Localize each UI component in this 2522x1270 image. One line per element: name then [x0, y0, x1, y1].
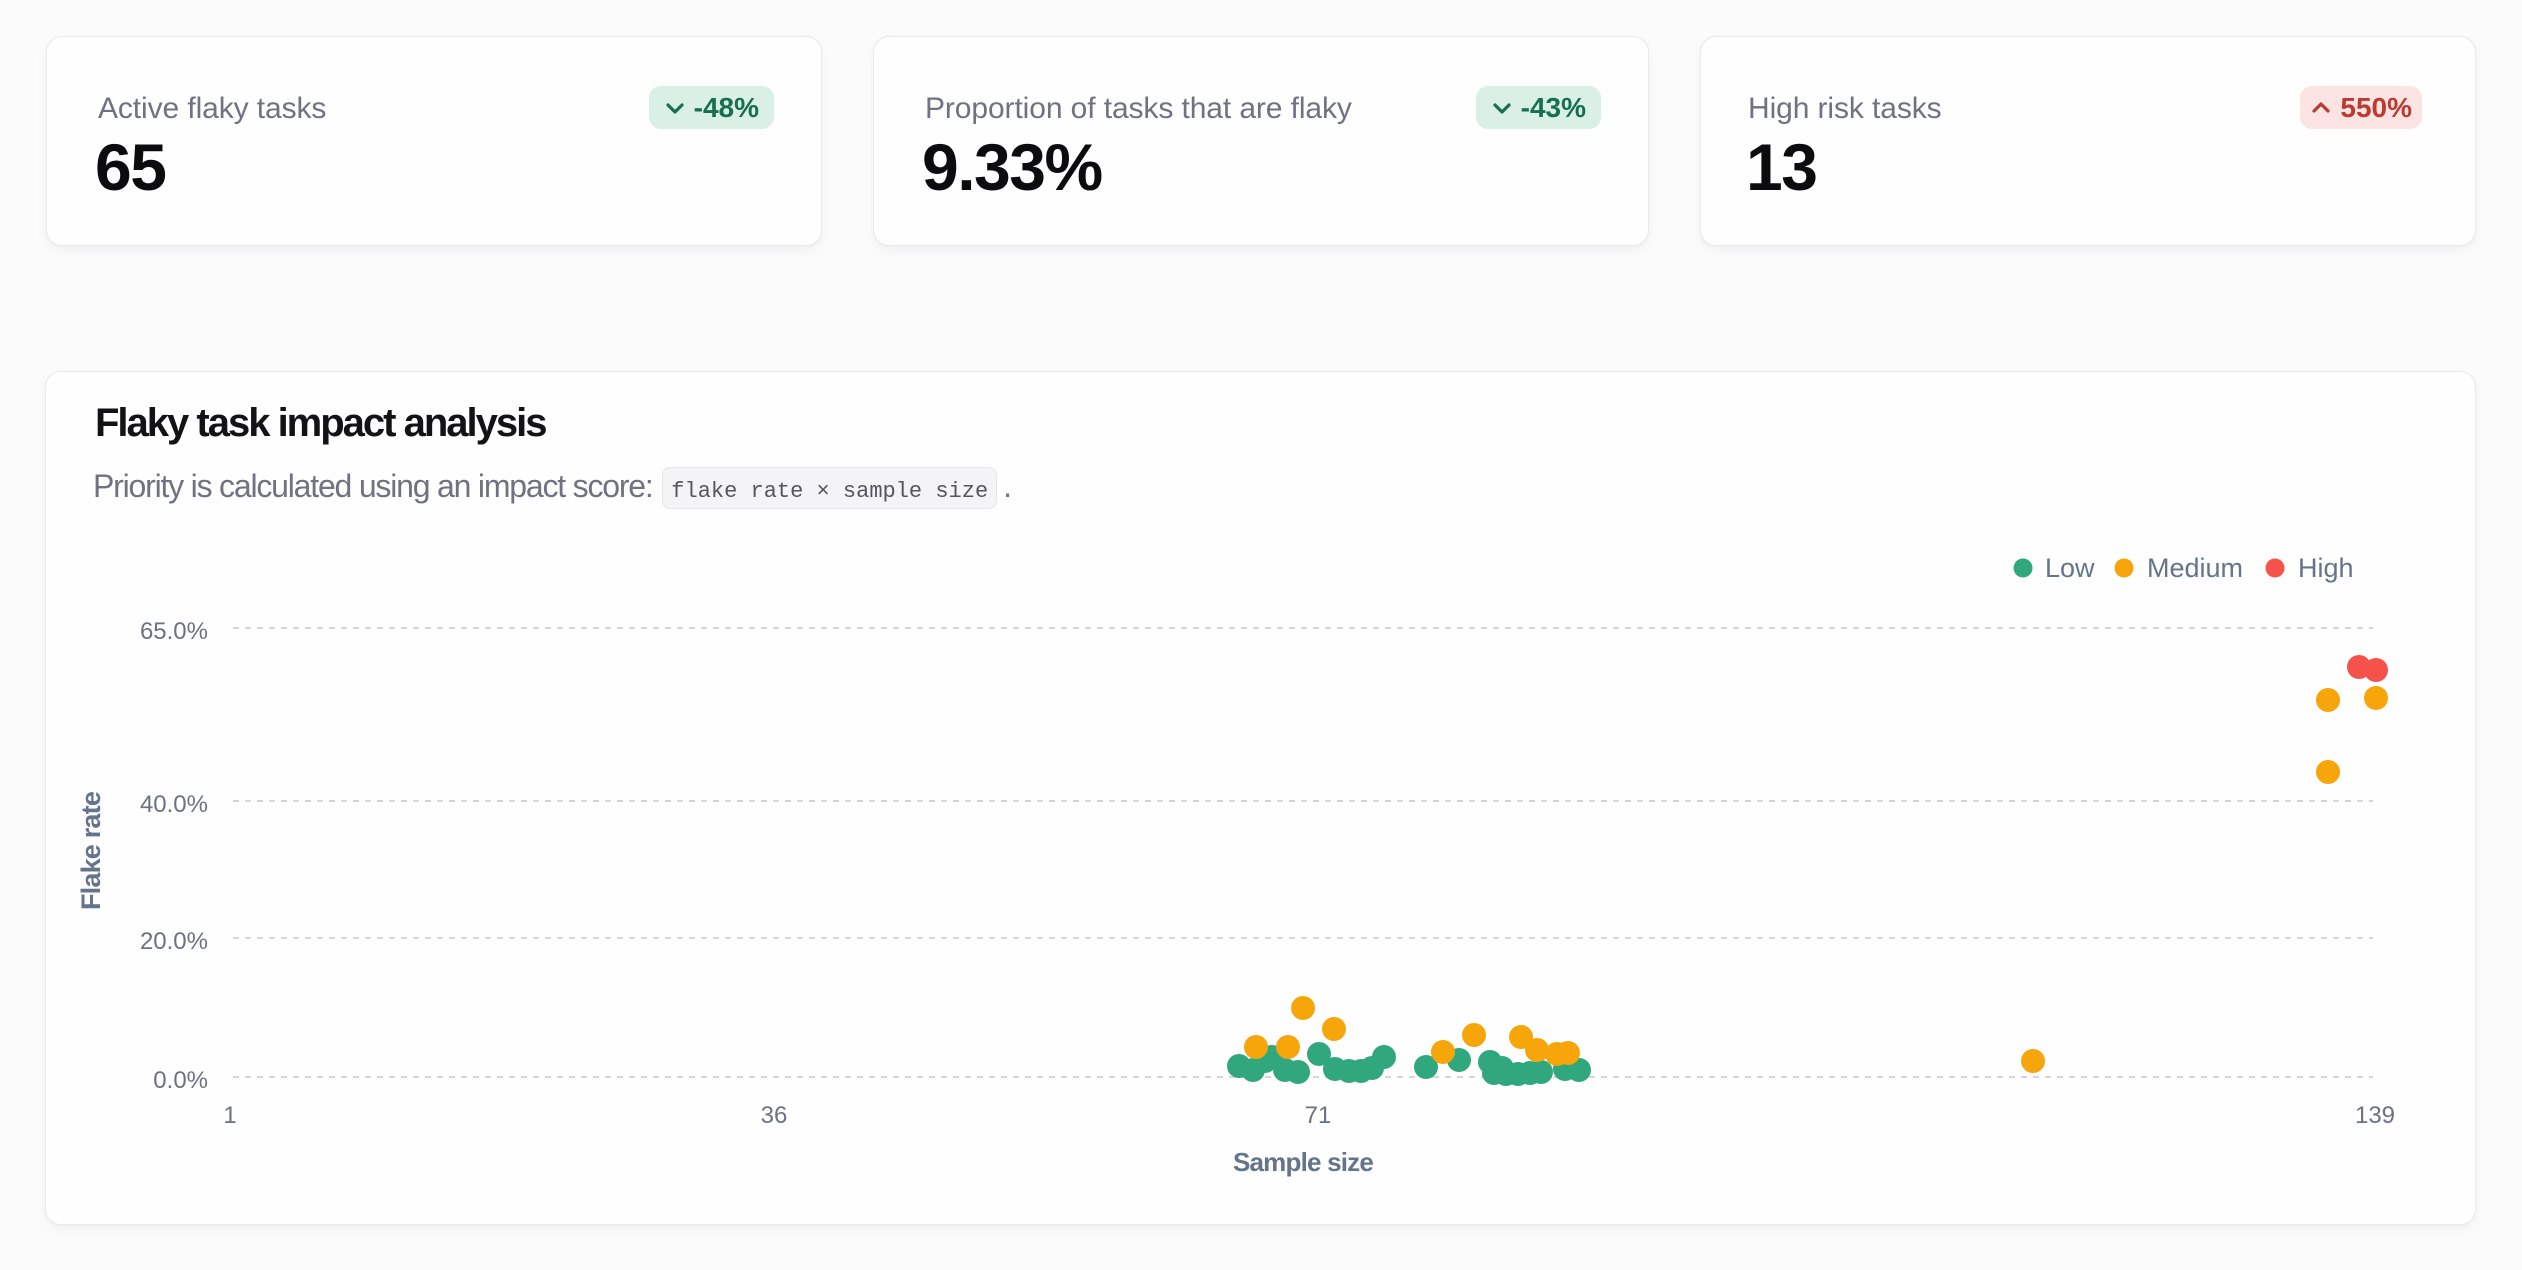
- svg-text:71: 71: [1305, 1102, 1332, 1129]
- svg-text:36: 36: [761, 1102, 788, 1129]
- svg-text:20.0%: 20.0%: [140, 928, 208, 955]
- svg-text:0.0%: 0.0%: [153, 1067, 208, 1094]
- svg-text:1: 1: [223, 1102, 236, 1129]
- svg-text:Low: Low: [2045, 553, 2095, 583]
- svg-text:Medium: Medium: [2147, 553, 2243, 583]
- svg-text:139: 139: [2355, 1102, 2395, 1129]
- svg-text:65.0%: 65.0%: [140, 618, 208, 645]
- svg-text:40.0%: 40.0%: [140, 791, 208, 818]
- svg-text:Flake rate: Flake rate: [76, 791, 106, 910]
- svg-text:High: High: [2298, 553, 2354, 583]
- svg-text:Sample size: Sample size: [1233, 1147, 1373, 1177]
